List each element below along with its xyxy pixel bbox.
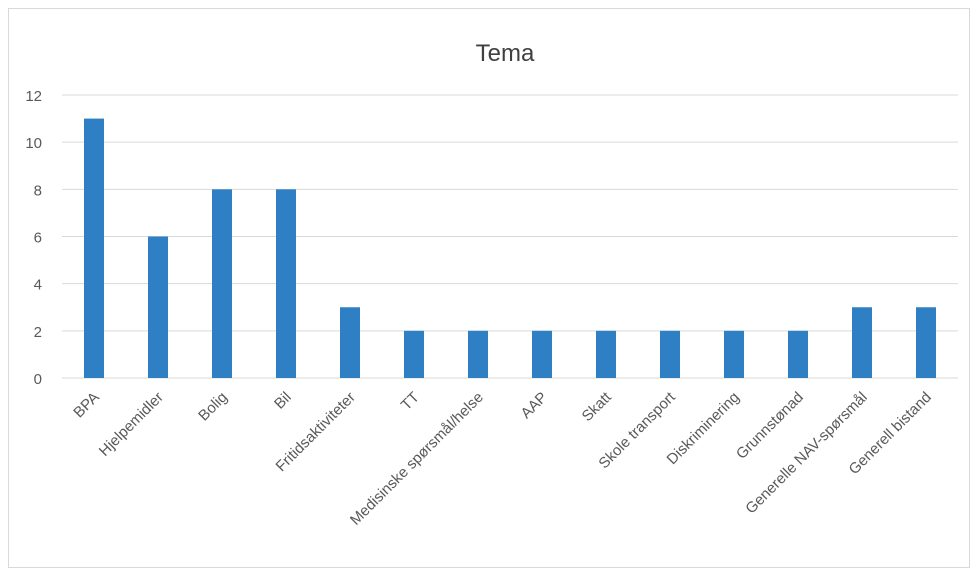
bar	[340, 307, 360, 378]
bar	[788, 330, 808, 378]
x-tick-label: Medisinske spørsmål/helse	[347, 389, 487, 529]
bars	[84, 118, 936, 378]
chart-title: Tema	[476, 40, 535, 67]
bar	[660, 330, 680, 378]
bar	[532, 330, 552, 378]
bar	[596, 330, 616, 378]
x-tick-label: AAP	[518, 389, 551, 422]
x-tick-label: Bolig	[195, 389, 231, 425]
y-tick-label: 6	[34, 230, 42, 247]
bar	[852, 307, 872, 378]
y-tick-label: 4	[34, 277, 42, 294]
y-axis-ticks: 0 2 4 6 8 10 12	[25, 88, 42, 388]
x-tick-label: TT	[398, 389, 423, 414]
y-tick-label: 0	[34, 371, 42, 388]
y-tick-label: 2	[34, 324, 42, 341]
gridlines	[62, 94, 958, 379]
bar	[84, 118, 104, 378]
x-tick-label: Hjelpemidler	[96, 389, 167, 460]
x-tick-label: Generelle NAV-spørsmål	[742, 389, 871, 518]
bar	[276, 189, 296, 378]
y-tick-label: 12	[25, 88, 42, 105]
x-tick-label: BPA	[70, 389, 102, 421]
y-tick-label: 8	[34, 182, 42, 199]
chart-frame	[8, 8, 970, 568]
bar	[724, 330, 744, 378]
x-tick-label: Bil	[271, 389, 295, 413]
y-tick-label: 10	[25, 135, 42, 152]
x-tick-label: Skatt	[579, 388, 616, 425]
bar	[148, 236, 168, 378]
bar	[404, 330, 424, 378]
bar	[212, 189, 232, 378]
bar	[468, 330, 488, 378]
bar	[916, 307, 936, 378]
